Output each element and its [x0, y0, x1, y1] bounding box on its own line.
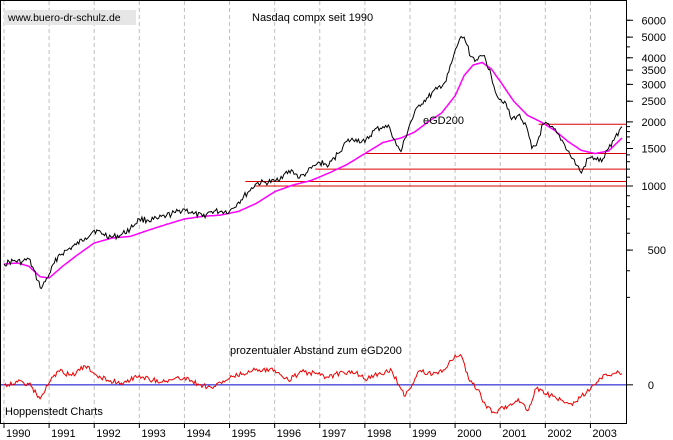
egd200-label: eGD200: [423, 115, 464, 127]
x-tick-label-1993: 1993: [141, 428, 165, 440]
x-tick-label-1994: 1994: [186, 428, 210, 440]
x-tick-label-2003: 2003: [592, 428, 616, 440]
x-tick-label-1992: 1992: [96, 428, 120, 440]
x-tick-label-2002: 2002: [547, 428, 571, 440]
y-tick-label-3000: 3000: [642, 79, 666, 91]
y-tick-label-1000: 1000: [642, 181, 666, 193]
y-tick-label-500: 500: [648, 245, 666, 257]
oscillator-line: [3, 353, 623, 414]
x-axis-years: 1990 1991 1992 1993 1994 1995 1996 1997 1998 1999…: [3, 423, 617, 440]
y-tick-label-1500: 1500: [642, 143, 666, 155]
x-tick-label-1999: 1999: [412, 428, 436, 440]
x-tick-label-1997: 1997: [322, 428, 346, 440]
x-tick-label-1996: 1996: [277, 428, 301, 440]
x-tick-label-1995: 1995: [232, 428, 256, 440]
osc-y-tick-label-0: 0: [648, 380, 654, 392]
nasdaq-price-line: [3, 35, 623, 290]
watermark-badge: [4, 10, 136, 25]
y-tick-label-3500: 3500: [642, 65, 666, 77]
x-tick-label-2001: 2001: [502, 428, 526, 440]
y-tick-label-5000: 5000: [642, 32, 666, 44]
y-tick-label-2000: 2000: [642, 117, 666, 129]
main-chart-title: Nasdaq compx seit 1990: [252, 12, 373, 24]
egd200-line: [3, 61, 623, 279]
watermark-text: www.buero-dr-schulz.de: [7, 12, 121, 24]
source-label: Hoppenstedt Charts: [5, 406, 103, 418]
y-tick-label-6000: 6000: [642, 15, 666, 27]
support-lines: [245, 123, 626, 187]
x-tick-label-2000: 2000: [457, 428, 481, 440]
y-tick-label-2500: 2500: [642, 96, 666, 108]
x-tick-label-1991: 1991: [51, 428, 75, 440]
oscillator-title: prozentualer Abstand zum eGD200: [230, 345, 402, 357]
plot-frame: [0, 0, 627, 424]
x-tick-label-1990: 1990: [6, 428, 30, 440]
x-tick-label-1998: 1998: [367, 428, 391, 440]
y-tick-label-4000: 4000: [642, 53, 666, 65]
